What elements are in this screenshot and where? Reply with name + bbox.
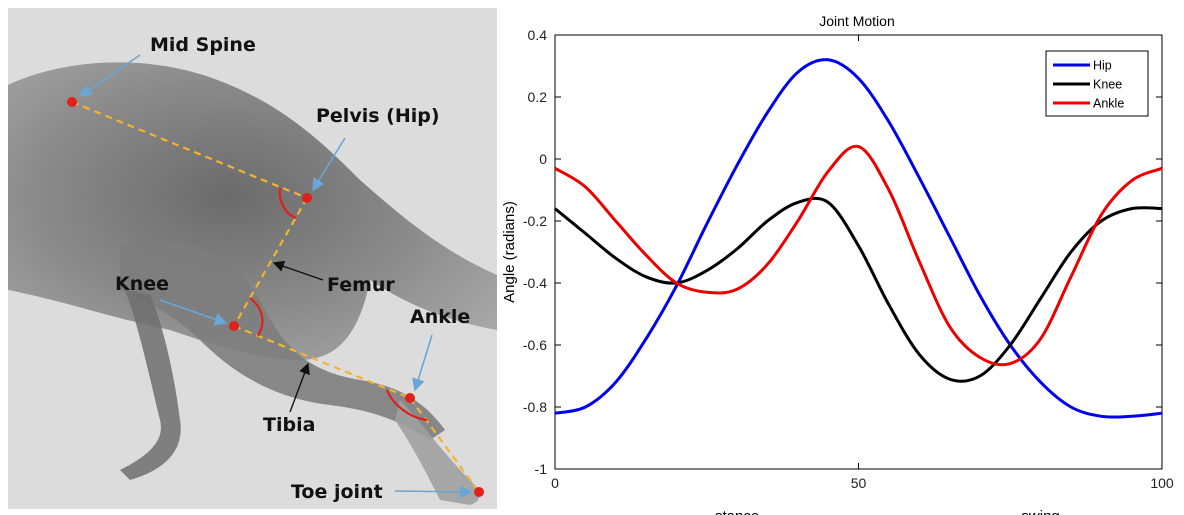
knee-angle-arc (249, 297, 264, 337)
label-mid-spine: Mid Spine (150, 34, 256, 56)
label-femur: Femur (327, 274, 395, 296)
bone-lines (71, 100, 480, 493)
ankle-joint (405, 393, 415, 403)
angle-arcs (249, 187, 428, 422)
mid-spine-pointer (78, 54, 141, 97)
knee-pointer (159, 299, 228, 326)
label-tibia: Tibia (263, 414, 315, 436)
rat-haunch (120, 240, 445, 440)
label-pelvis: Pelvis (Hip) (316, 105, 440, 127)
label-toe-joint: Toe joint (291, 481, 383, 503)
toe-pointer (394, 485, 473, 499)
toe-joint-marker (474, 487, 484, 497)
label-ankle: Ankle (410, 306, 470, 328)
femur-arrow (272, 260, 324, 281)
ankle-angle-arc (385, 389, 428, 422)
label-knee: Knee (115, 273, 169, 295)
tibia-arrow (289, 362, 310, 413)
joint-markers (67, 97, 484, 497)
spine-line (71, 100, 308, 200)
tibia-line (233, 324, 411, 400)
rat-front-leg (120, 290, 181, 480)
pointer-arrows (78, 54, 473, 499)
pelvis-pointer (312, 137, 346, 192)
knee-joint (229, 321, 239, 331)
femur-line (233, 197, 308, 327)
ankle-pointer (412, 334, 433, 392)
bone-label-arrows (272, 260, 324, 413)
pelvis-joint (302, 193, 312, 203)
mid-spine-joint (67, 97, 77, 107)
foot-line (409, 397, 480, 493)
hip-angle-arc (278, 187, 297, 220)
rat-hind-foot (395, 400, 480, 505)
